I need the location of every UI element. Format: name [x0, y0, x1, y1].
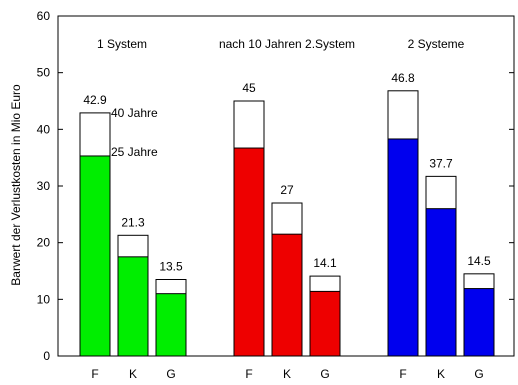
bar-value-label-0-1: 21.3 [121, 215, 145, 229]
bar-25-years-2-2 [463, 288, 495, 357]
y-tick-label-0: 0 [43, 349, 50, 363]
bar-25-years-0-1 [117, 256, 149, 357]
bar-value-label-1-1: 27 [280, 183, 294, 197]
x-tick-label-0-0: F [91, 367, 98, 380]
bar-value-label-2-1: 37.7 [429, 156, 453, 170]
group-title-0: 1 System [97, 37, 147, 51]
y-tick-label-2: 20 [37, 236, 51, 250]
bar-25-years-1-2 [309, 290, 341, 357]
group-title-2: 2 Systeme [408, 37, 465, 51]
bar-25-years-0-0 [79, 155, 111, 357]
x-tick-label-0-1: K [129, 367, 137, 380]
bar-value-label-2-2: 14.5 [467, 254, 491, 268]
y-tick-label-4: 40 [37, 122, 51, 136]
x-tick-label-2-0: F [399, 367, 406, 380]
x-tick-label-1-1: K [283, 367, 291, 380]
y-tick-label-5: 50 [37, 66, 51, 80]
bar-25-years-0-2 [155, 293, 187, 357]
y-axis-label: Barwert der Verlustkosten in Mio Euro [9, 84, 23, 286]
y-tick-label-1: 10 [37, 292, 51, 306]
x-tick-label-1-2: G [320, 367, 329, 380]
bar-value-label-0-0: 42.9 [83, 93, 107, 107]
x-tick-label-2-1: K [437, 367, 445, 380]
bar-value-label-0-2: 13.5 [159, 260, 183, 274]
bar-25-years-2-0 [387, 138, 419, 357]
bar-25-years-1-0 [233, 147, 265, 357]
x-tick-label-2-2: G [474, 367, 483, 380]
bar-value-label-2-0: 46.8 [391, 71, 415, 85]
annotation-40-years: 40 Jahre [111, 106, 158, 120]
y-tick-label-3: 30 [37, 179, 51, 193]
bar-value-label-1-0: 45 [242, 81, 256, 95]
bar-25-years-1-1 [271, 233, 303, 357]
annotation-25-years: 25 Jahre [111, 145, 158, 159]
y-tick-label-6: 60 [37, 9, 51, 23]
x-tick-label-1-0: F [245, 367, 252, 380]
group-title-1: nach 10 Jahren 2.System [219, 37, 355, 51]
x-tick-label-0-2: G [166, 367, 175, 380]
bar-25-years-2-1 [425, 208, 457, 357]
bar-value-label-1-2: 14.1 [313, 256, 337, 270]
